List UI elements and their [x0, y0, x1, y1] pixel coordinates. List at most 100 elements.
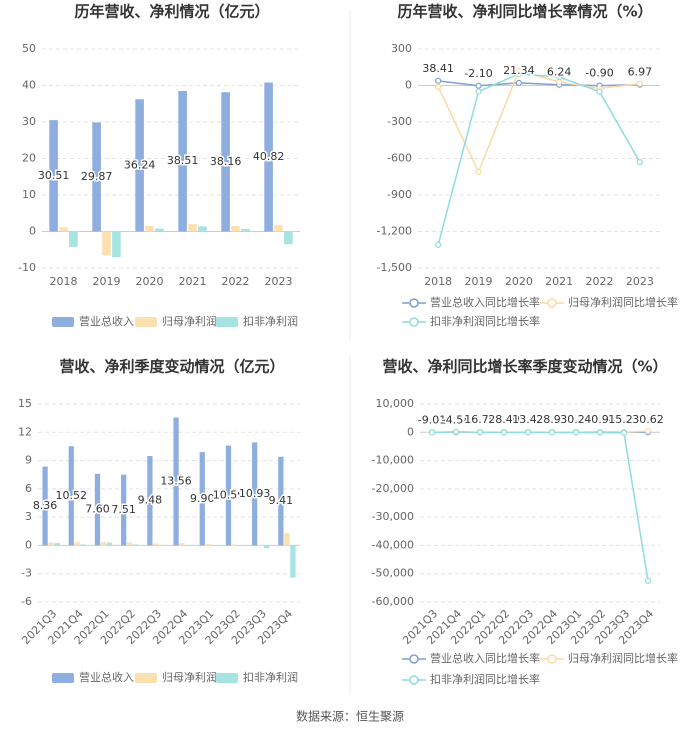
point — [620, 429, 628, 436]
bar — [173, 417, 179, 546]
bar — [178, 90, 187, 232]
data-label: 6.24 — [547, 66, 572, 79]
legend-swatch — [216, 673, 238, 683]
bar — [252, 442, 258, 546]
y-tick-label: 0 — [29, 225, 36, 238]
point — [572, 429, 580, 436]
legend-label: 归母净利润同比增长率 — [568, 295, 678, 309]
y-tick-label: 0 — [407, 425, 414, 438]
point — [435, 77, 442, 84]
legend-label: 营业总收入 — [79, 314, 134, 328]
bar — [135, 99, 144, 232]
legend-swatch — [135, 673, 157, 683]
point — [476, 429, 484, 436]
data-label: 38.16 — [210, 155, 242, 168]
bar — [112, 231, 121, 258]
bar — [225, 445, 232, 546]
point — [636, 80, 643, 87]
data-label: 38.51 — [167, 154, 199, 167]
point — [475, 168, 482, 175]
x-tick-label: 2021 — [545, 275, 573, 288]
y-tick-label: -6 — [21, 595, 32, 608]
bar — [48, 542, 54, 546]
legend-label: 扣非净利润 — [243, 670, 298, 684]
bar — [205, 544, 211, 546]
point — [452, 428, 460, 435]
y-tick-label: -20,000 — [372, 482, 414, 495]
point — [548, 429, 556, 436]
bar — [74, 542, 80, 546]
x-tick-label: 2020 — [505, 275, 533, 288]
legend-swatch — [547, 298, 557, 308]
y-tick-label: -300 — [387, 115, 412, 128]
series-line — [438, 80, 640, 87]
point — [636, 159, 643, 166]
legend-swatch — [409, 675, 419, 685]
point — [644, 577, 652, 584]
bar — [69, 231, 78, 247]
data-label: 6.97 — [628, 66, 653, 79]
point — [644, 428, 652, 435]
data-label: 28.40 — [488, 413, 520, 426]
bar — [80, 544, 86, 546]
series-line — [437, 70, 640, 174]
data-label: -2.10 — [464, 67, 492, 80]
bar — [264, 545, 270, 549]
point — [435, 83, 442, 90]
x-tick-label: 2023 — [265, 275, 293, 288]
y-tick-label: -40,000 — [372, 538, 414, 551]
data-label: 7.60 — [85, 503, 110, 516]
point — [524, 429, 532, 436]
data-label: 21.34 — [503, 64, 535, 77]
data-label: 16.76 — [464, 413, 496, 426]
bar — [147, 456, 153, 546]
x-tick-label: 2019 — [93, 275, 121, 288]
chart-title: 历年营收、净利同比增长率情况（%） — [397, 3, 652, 21]
y-tick-label: 300 — [391, 42, 412, 55]
y-tick-label: 0 — [25, 538, 32, 551]
x-tick-label: 2023 — [626, 275, 654, 288]
bar — [241, 228, 250, 232]
point — [596, 429, 604, 436]
data-label: 9.41 — [269, 494, 294, 507]
chart-title: 营收、净利同比增长率季度变动情况（%） — [382, 358, 667, 376]
point — [515, 79, 522, 87]
legend-label: 营业总收入 — [79, 670, 134, 684]
bar — [68, 446, 74, 546]
y-tick-label: 10,000 — [376, 397, 415, 410]
point — [428, 429, 436, 436]
bar — [284, 533, 290, 546]
bar — [284, 231, 293, 245]
y-tick-label: -30,000 — [372, 510, 414, 523]
x-tick-label: 2019 — [465, 275, 493, 288]
bar — [92, 122, 101, 232]
bar — [199, 452, 205, 546]
data-label: 29.87 — [81, 170, 113, 183]
x-tick-label: 2018 — [50, 275, 78, 288]
bar — [153, 543, 159, 546]
legend-label: 归母净利润同比增长率 — [568, 651, 678, 665]
data-label: 30.62 — [632, 413, 664, 426]
bar — [127, 542, 133, 546]
bar — [198, 226, 207, 232]
data-label: 10.52 — [56, 489, 88, 502]
bar — [264, 82, 273, 232]
bar — [155, 228, 164, 232]
y-tick-label: 12 — [18, 425, 32, 438]
chart-title: 营收、净利季度变动情况（亿元） — [59, 358, 284, 376]
x-tick-label: 2022 — [586, 275, 614, 288]
bar — [94, 473, 101, 546]
data-label: 30.51 — [38, 169, 70, 182]
point — [556, 78, 563, 85]
bar — [188, 224, 197, 232]
data-label: 10.59 — [213, 489, 245, 502]
legend-swatch — [547, 654, 557, 664]
data-label: 36.24 — [124, 158, 156, 171]
data-label: 38.41 — [422, 62, 454, 75]
y-tick-label: -1,500 — [377, 261, 412, 274]
bar — [59, 227, 68, 232]
y-tick-label: 9 — [25, 454, 32, 467]
data-label: 9.48 — [138, 494, 163, 507]
bar — [145, 226, 154, 232]
